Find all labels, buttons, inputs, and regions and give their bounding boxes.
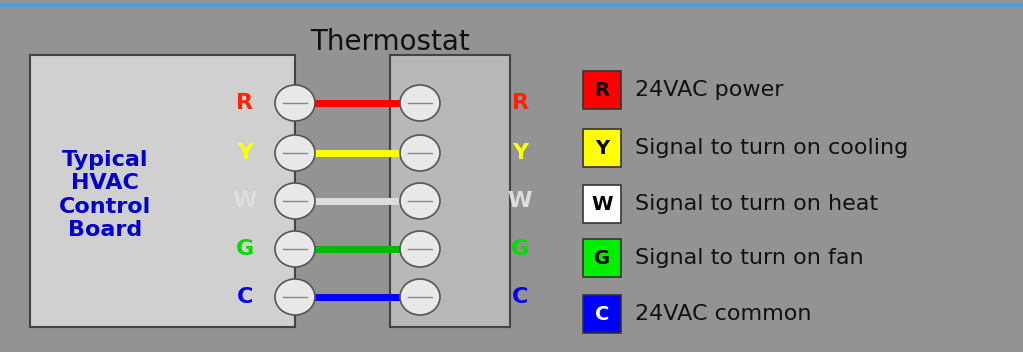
Bar xyxy=(583,295,621,333)
Text: R: R xyxy=(512,93,529,113)
Text: Thermostat: Thermostat xyxy=(310,28,470,56)
Ellipse shape xyxy=(275,135,315,171)
Ellipse shape xyxy=(275,183,315,219)
Text: 24VAC common: 24VAC common xyxy=(635,304,811,324)
Text: W: W xyxy=(591,195,613,214)
Text: Signal to turn on cooling: Signal to turn on cooling xyxy=(635,138,908,158)
Ellipse shape xyxy=(400,135,440,171)
Ellipse shape xyxy=(400,183,440,219)
Text: C: C xyxy=(512,287,528,307)
Ellipse shape xyxy=(400,85,440,121)
Bar xyxy=(390,55,510,327)
Text: Signal to turn on heat: Signal to turn on heat xyxy=(635,194,878,214)
Text: C: C xyxy=(594,304,609,323)
Bar xyxy=(583,239,621,277)
Ellipse shape xyxy=(400,279,440,315)
Text: G: G xyxy=(510,239,529,259)
Bar xyxy=(30,55,295,327)
Text: Y: Y xyxy=(595,138,609,157)
Text: C: C xyxy=(236,287,253,307)
Text: G: G xyxy=(236,239,254,259)
Ellipse shape xyxy=(275,231,315,267)
Bar xyxy=(583,129,621,167)
Text: Typical
HVAC
Control
Board: Typical HVAC Control Board xyxy=(59,150,151,240)
Text: W: W xyxy=(507,191,532,211)
Ellipse shape xyxy=(275,279,315,315)
Text: R: R xyxy=(236,93,254,113)
Text: 24VAC power: 24VAC power xyxy=(635,80,784,100)
Text: R: R xyxy=(594,81,610,100)
Text: Y: Y xyxy=(512,143,528,163)
Bar xyxy=(583,185,621,223)
Ellipse shape xyxy=(400,231,440,267)
Ellipse shape xyxy=(275,85,315,121)
Text: Signal to turn on fan: Signal to turn on fan xyxy=(635,248,863,268)
Text: Y: Y xyxy=(237,143,253,163)
Text: G: G xyxy=(594,249,610,268)
Text: W: W xyxy=(233,191,257,211)
Bar xyxy=(583,71,621,109)
